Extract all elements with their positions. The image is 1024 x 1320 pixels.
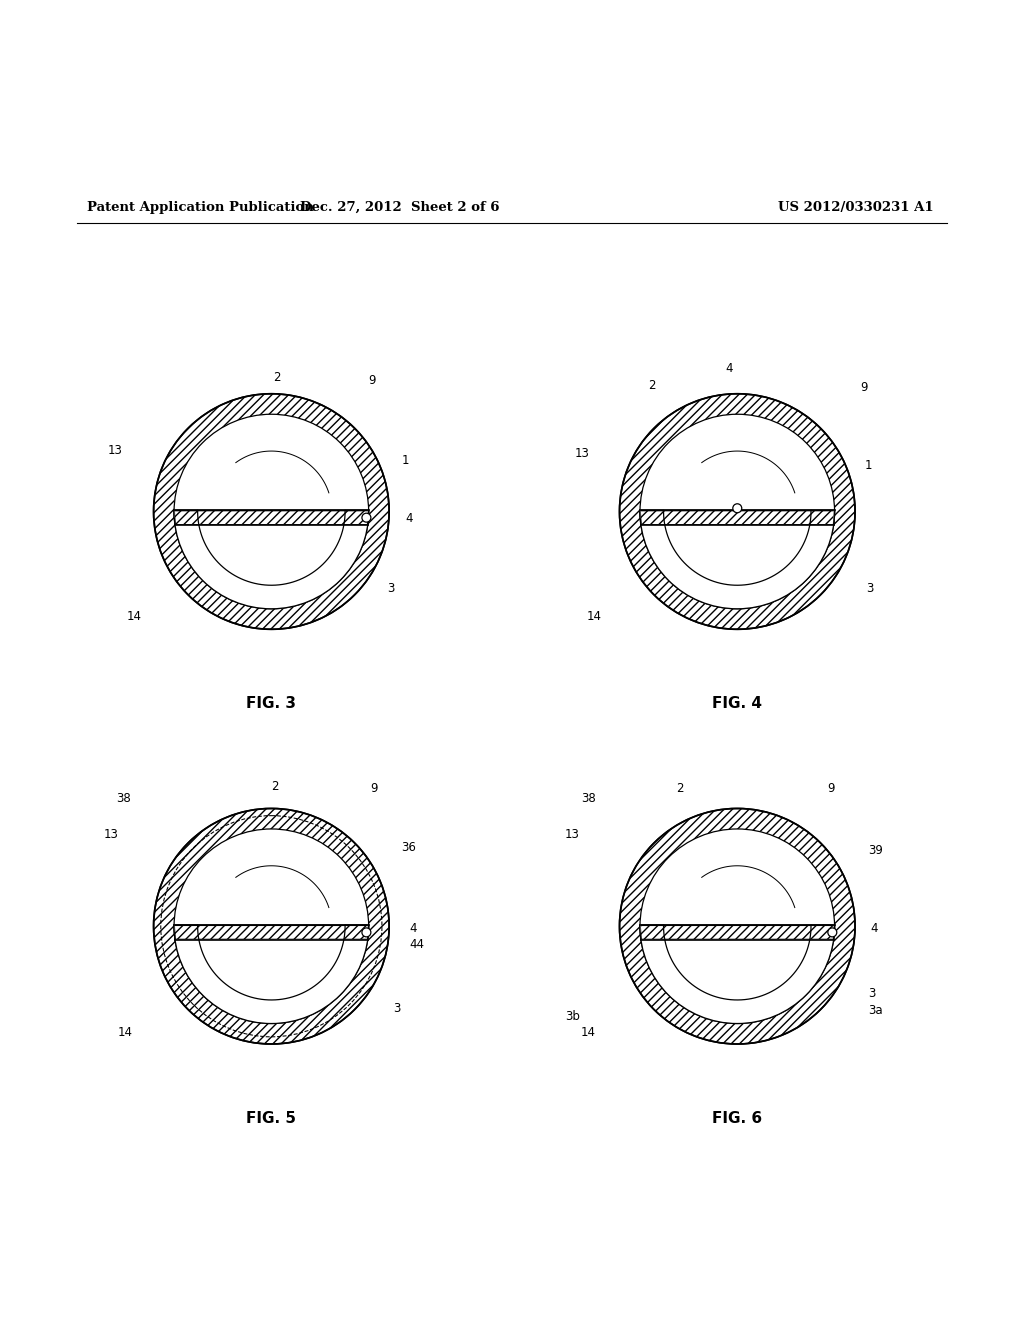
Polygon shape bbox=[640, 925, 835, 1023]
Text: 38: 38 bbox=[117, 792, 131, 805]
Text: 4: 4 bbox=[406, 512, 413, 525]
Text: 13: 13 bbox=[108, 444, 123, 457]
Text: US 2012/0330231 A1: US 2012/0330231 A1 bbox=[778, 201, 934, 214]
Text: 9: 9 bbox=[827, 783, 835, 795]
Text: FIG. 6: FIG. 6 bbox=[713, 1110, 762, 1126]
Text: 3b: 3b bbox=[564, 1010, 580, 1023]
Text: 2: 2 bbox=[272, 371, 281, 384]
Text: 14: 14 bbox=[587, 610, 602, 623]
Text: 36: 36 bbox=[401, 841, 417, 854]
Polygon shape bbox=[640, 829, 835, 1023]
Text: 4: 4 bbox=[725, 362, 733, 375]
Polygon shape bbox=[620, 393, 855, 630]
Polygon shape bbox=[154, 808, 389, 1044]
Polygon shape bbox=[174, 925, 369, 1023]
Text: Dec. 27, 2012  Sheet 2 of 6: Dec. 27, 2012 Sheet 2 of 6 bbox=[300, 201, 499, 214]
Text: 3: 3 bbox=[866, 582, 873, 595]
Polygon shape bbox=[640, 511, 835, 525]
Polygon shape bbox=[174, 829, 369, 1023]
Circle shape bbox=[827, 928, 837, 937]
Text: 1: 1 bbox=[864, 459, 871, 473]
Text: 2: 2 bbox=[677, 783, 684, 795]
Polygon shape bbox=[620, 808, 855, 1044]
Text: FIG. 4: FIG. 4 bbox=[713, 696, 762, 711]
Text: 14: 14 bbox=[126, 610, 141, 623]
Polygon shape bbox=[174, 511, 369, 525]
Text: 3: 3 bbox=[387, 582, 394, 595]
Text: 44: 44 bbox=[410, 939, 425, 952]
Polygon shape bbox=[174, 511, 369, 609]
Text: FIG. 5: FIG. 5 bbox=[247, 1110, 296, 1126]
Text: 39: 39 bbox=[868, 843, 884, 857]
Text: 3: 3 bbox=[393, 1002, 400, 1015]
Circle shape bbox=[361, 928, 371, 937]
Polygon shape bbox=[640, 913, 835, 1023]
Text: 9: 9 bbox=[371, 783, 378, 795]
Polygon shape bbox=[640, 414, 835, 609]
Text: 9: 9 bbox=[369, 374, 376, 387]
Text: 4: 4 bbox=[870, 921, 878, 935]
Text: 38: 38 bbox=[582, 792, 596, 805]
Polygon shape bbox=[174, 414, 369, 609]
Text: 4: 4 bbox=[410, 921, 417, 935]
Text: 9: 9 bbox=[860, 380, 867, 393]
Text: 2: 2 bbox=[270, 780, 279, 793]
Polygon shape bbox=[640, 925, 835, 940]
Text: 3a: 3a bbox=[868, 1003, 883, 1016]
Text: 13: 13 bbox=[574, 446, 590, 459]
Text: 13: 13 bbox=[564, 828, 580, 841]
Polygon shape bbox=[640, 511, 835, 609]
Text: 14: 14 bbox=[118, 1026, 133, 1039]
Text: 2: 2 bbox=[648, 379, 655, 392]
Text: 3: 3 bbox=[868, 987, 876, 1001]
Circle shape bbox=[361, 513, 371, 523]
Polygon shape bbox=[174, 925, 369, 940]
Polygon shape bbox=[154, 393, 389, 630]
Text: 14: 14 bbox=[581, 1026, 596, 1039]
Circle shape bbox=[733, 504, 741, 512]
Text: 1: 1 bbox=[401, 454, 409, 467]
Text: Patent Application Publication: Patent Application Publication bbox=[87, 201, 313, 214]
Polygon shape bbox=[640, 498, 835, 609]
Polygon shape bbox=[174, 498, 369, 609]
Text: FIG. 3: FIG. 3 bbox=[247, 696, 296, 711]
Polygon shape bbox=[174, 913, 369, 1023]
Text: 13: 13 bbox=[103, 828, 119, 841]
